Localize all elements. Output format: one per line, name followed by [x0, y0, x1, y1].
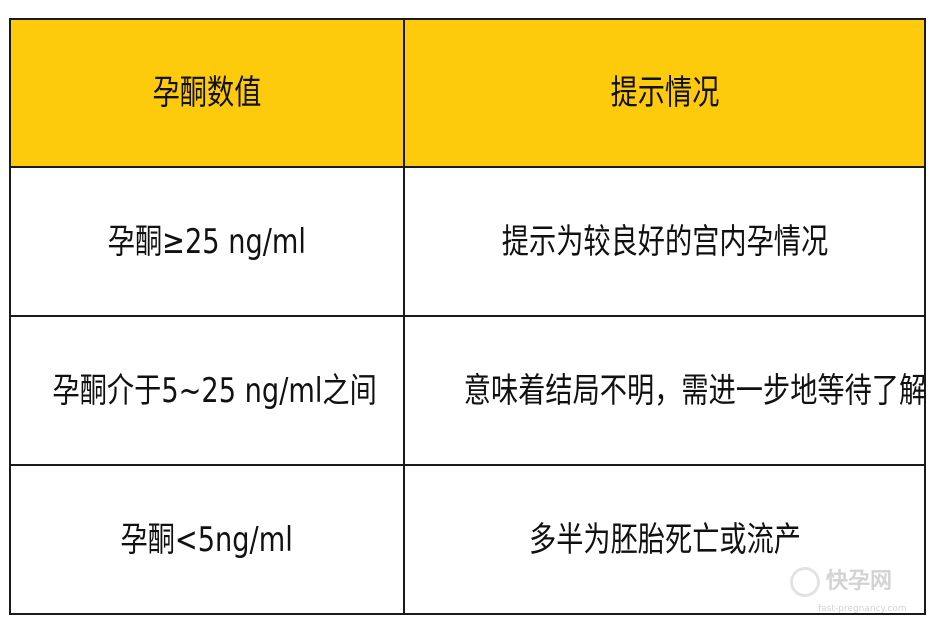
- header-progesterone-value: 孕酮数值: [9, 18, 405, 168]
- watermark-logo: 快孕网 fast-pregnancy.com: [790, 566, 930, 622]
- cell-indication: 提示为较良好的宫内孕情况: [403, 166, 926, 317]
- header-indication-text: 提示情况: [610, 73, 719, 113]
- header-progesterone-value-text: 孕酮数值: [152, 73, 262, 113]
- cell-indication-text: 提示为较良好的宫内孕情况: [501, 221, 828, 262]
- cell-value: 孕酮<5ng/ml: [9, 464, 405, 615]
- table-header-row: 孕酮数值 提示情况: [9, 18, 926, 168]
- header-indication: 提示情况: [403, 18, 926, 168]
- cell-value-text: 孕酮<5ng/ml: [120, 519, 294, 560]
- progesterone-table: 孕酮数值 提示情况 孕酮≥25 ng/ml 提示为较良好的宫内孕情况 孕酮介于5…: [9, 18, 926, 615]
- cell-value: 孕酮介于5~25 ng/ml之间: [9, 315, 405, 466]
- cell-indication-text: 意味着结局不明，需进一步地等待了解: [463, 370, 925, 411]
- table-row: 孕酮≥25 ng/ml 提示为较良好的宫内孕情况: [9, 166, 926, 317]
- table-row: 孕酮<5ng/ml 多半为胚胎死亡或流产: [9, 464, 926, 615]
- cell-value-text: 孕酮≥25 ng/ml: [107, 221, 307, 262]
- watermark-url: fast-pregnancy.com: [818, 604, 907, 614]
- table-row: 孕酮介于5~25 ng/ml之间 意味着结局不明，需进一步地等待了解: [9, 315, 926, 466]
- cell-indication: 意味着结局不明，需进一步地等待了解: [403, 315, 926, 466]
- logo-icon: [790, 567, 820, 597]
- cell-indication-text: 多半为胚胎死亡或流产: [528, 519, 801, 560]
- cell-value: 孕酮≥25 ng/ml: [9, 166, 405, 317]
- cell-indication: 多半为胚胎死亡或流产: [403, 464, 926, 615]
- watermark-logo-row: 快孕网: [790, 566, 930, 598]
- watermark-text: 快孕网: [826, 569, 893, 594]
- cell-value-text: 孕酮介于5~25 ng/ml之间: [52, 370, 377, 411]
